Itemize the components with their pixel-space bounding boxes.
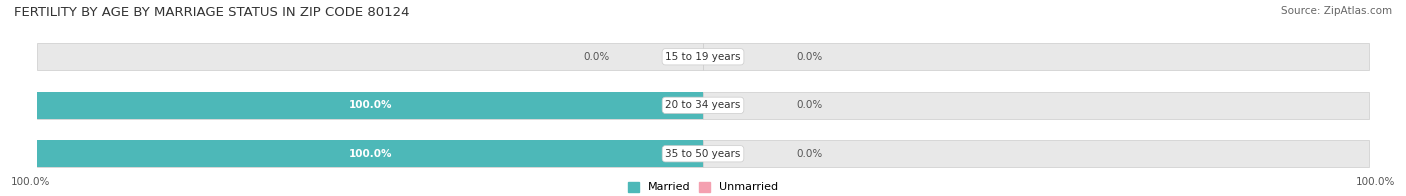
- Text: 0.0%: 0.0%: [796, 100, 823, 110]
- Text: 0.0%: 0.0%: [583, 52, 610, 62]
- Bar: [38, 141, 703, 167]
- Bar: [38, 92, 703, 119]
- Text: 20 to 34 years: 20 to 34 years: [665, 100, 741, 110]
- Bar: [703, 44, 1368, 70]
- Text: Source: ZipAtlas.com: Source: ZipAtlas.com: [1281, 6, 1392, 16]
- Text: 0.0%: 0.0%: [796, 52, 823, 62]
- Text: 100.0%: 100.0%: [349, 100, 392, 110]
- Text: 0.0%: 0.0%: [796, 149, 823, 159]
- Bar: [38, 141, 703, 167]
- Bar: [703, 92, 1368, 119]
- Text: 15 to 19 years: 15 to 19 years: [665, 52, 741, 62]
- Bar: [38, 92, 703, 119]
- Text: 100.0%: 100.0%: [1355, 177, 1395, 187]
- Text: 100.0%: 100.0%: [11, 177, 51, 187]
- Text: 100.0%: 100.0%: [349, 149, 392, 159]
- Legend: Married, Unmarried: Married, Unmarried: [627, 181, 779, 192]
- Bar: [38, 44, 703, 70]
- Text: 35 to 50 years: 35 to 50 years: [665, 149, 741, 159]
- Text: FERTILITY BY AGE BY MARRIAGE STATUS IN ZIP CODE 80124: FERTILITY BY AGE BY MARRIAGE STATUS IN Z…: [14, 6, 409, 19]
- Bar: [703, 141, 1368, 167]
